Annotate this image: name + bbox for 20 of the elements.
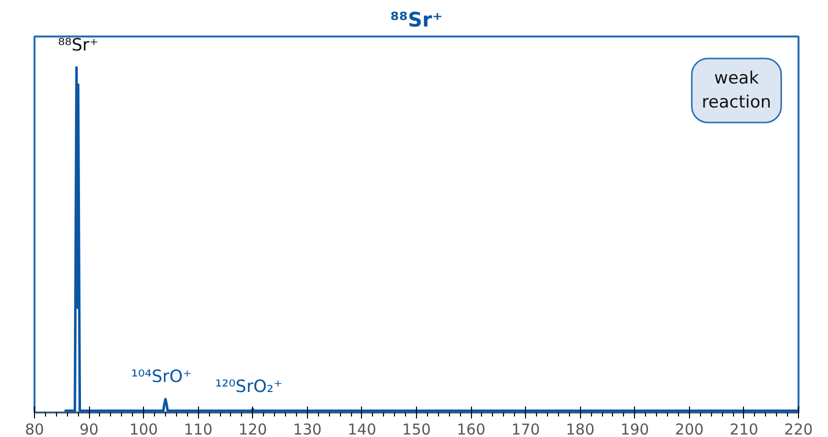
x-tick-label: 100 [129, 420, 158, 437]
x-tick-label: 120 [238, 420, 268, 437]
x-tick-label: 140 [348, 420, 376, 437]
chart-title: ⁸⁸Sr⁺ [390, 8, 443, 32]
annotation: ¹²⁰SrO₂⁺ [215, 377, 282, 398]
x-tick-label: 80 [24, 420, 44, 437]
x-tick-label: 170 [511, 420, 540, 437]
annotation: ⁸⁸Sr⁺ [58, 35, 98, 56]
x-tick-label: 190 [620, 420, 650, 437]
x-tick-label: 90 [80, 420, 99, 437]
x-tick-label: 130 [293, 420, 322, 437]
x-tick-label: 200 [675, 420, 704, 437]
x-tick-label: 220 [784, 420, 813, 437]
x-tick-label: 150 [402, 420, 431, 437]
x-tick-label: 110 [184, 420, 213, 437]
annotation: weak reaction [702, 68, 772, 112]
annotation: ¹⁰⁴SrO⁺ [131, 367, 192, 388]
x-tick-label: 180 [566, 420, 595, 437]
x-tick-label: 160 [456, 420, 486, 437]
x-tick-label: 210 [730, 420, 758, 437]
